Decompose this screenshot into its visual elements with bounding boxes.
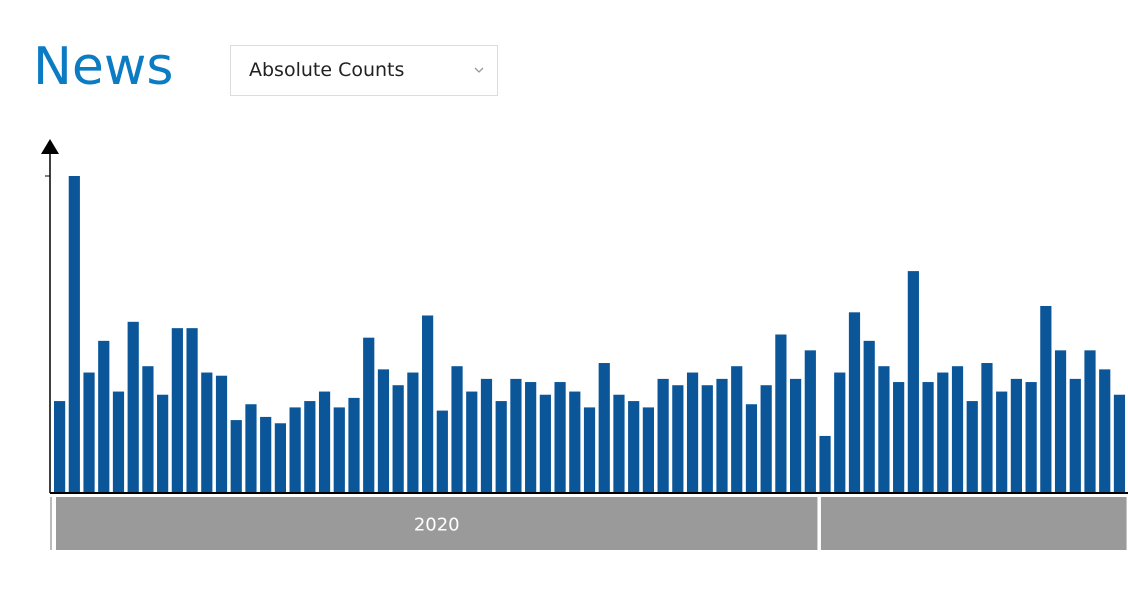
bar — [495, 401, 507, 493]
bar — [686, 372, 699, 493]
bar — [583, 407, 596, 493]
bar — [996, 391, 1008, 493]
bar — [642, 407, 654, 493]
bar — [907, 271, 919, 493]
bar — [274, 423, 286, 493]
timeline-year-label: 2020 — [414, 515, 460, 536]
bar — [1084, 350, 1096, 493]
bar — [525, 382, 537, 493]
bar — [834, 372, 846, 493]
bar — [466, 391, 478, 493]
bar — [68, 176, 80, 493]
bar — [260, 416, 272, 493]
arrow-up-icon — [41, 139, 59, 154]
bar — [775, 334, 787, 493]
page-title: News — [33, 37, 174, 97]
bar — [716, 378, 728, 493]
bar — [245, 404, 257, 493]
bar — [83, 372, 95, 493]
bar — [922, 382, 934, 493]
bar — [392, 385, 404, 493]
bar — [171, 328, 183, 493]
bar — [878, 366, 890, 493]
bar — [289, 407, 301, 493]
bar — [422, 315, 434, 493]
bar — [554, 382, 566, 493]
count-mode-select[interactable]: Absolute Counts — [230, 45, 498, 96]
bar — [760, 385, 772, 493]
bar — [981, 363, 993, 493]
bar — [790, 378, 802, 493]
bar — [510, 378, 522, 493]
bar — [598, 363, 610, 493]
bar — [377, 369, 390, 493]
bar — [745, 404, 758, 493]
bar — [333, 407, 345, 493]
bar — [127, 321, 139, 493]
bar — [819, 435, 831, 493]
count-mode-select-value: Absolute Counts — [249, 59, 405, 81]
bar — [1099, 369, 1111, 493]
bar — [1113, 394, 1126, 493]
bar — [304, 401, 316, 493]
bar — [804, 350, 816, 493]
bar — [318, 391, 331, 493]
bar — [1010, 378, 1022, 493]
bar — [186, 328, 198, 493]
bar — [569, 391, 581, 493]
timeline-segment — [820, 497, 1127, 550]
bar — [142, 366, 154, 493]
timeline-segment — [56, 497, 818, 550]
bar — [112, 391, 125, 493]
bar — [613, 394, 625, 493]
bar — [407, 372, 419, 493]
bar — [451, 366, 463, 493]
bar — [215, 375, 228, 493]
bar — [951, 366, 964, 493]
bar — [480, 378, 493, 493]
bar — [701, 385, 713, 493]
bar — [672, 385, 684, 493]
bar — [893, 382, 905, 493]
bar — [348, 397, 360, 493]
bar — [1040, 305, 1052, 493]
bar — [1054, 350, 1067, 493]
bar — [201, 372, 213, 493]
bar — [54, 401, 66, 493]
bar — [1069, 378, 1081, 493]
bar — [436, 410, 448, 493]
bar — [157, 394, 169, 493]
bar — [539, 394, 551, 493]
bar — [363, 337, 375, 493]
bar — [848, 312, 861, 493]
bar — [98, 340, 110, 493]
bar — [863, 340, 875, 493]
bar — [731, 366, 743, 493]
bar — [628, 401, 640, 493]
bar — [230, 420, 242, 493]
bar — [657, 378, 669, 493]
chevron-down-icon — [474, 67, 484, 73]
bar — [966, 401, 978, 493]
bar — [1025, 382, 1037, 493]
bar — [937, 372, 949, 493]
